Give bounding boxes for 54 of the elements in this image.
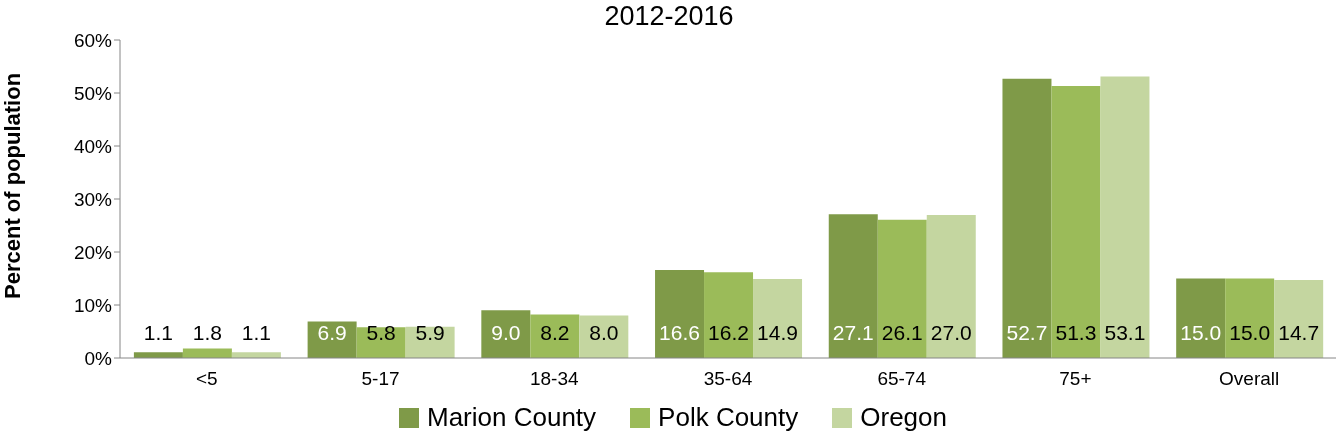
data-label: 9.0: [491, 321, 521, 344]
bar: [1176, 278, 1226, 358]
y-tick-label: 20%: [73, 241, 113, 263]
bar: [1002, 78, 1052, 358]
legend-label: Marion County: [427, 402, 597, 433]
y-tick-label: 60%: [73, 29, 113, 51]
data-label: 8.0: [589, 321, 619, 344]
x-tick-label: <5: [196, 368, 218, 390]
data-label: 53.1: [1104, 321, 1146, 344]
bar: [1100, 76, 1150, 358]
x-tick-label: 5-17: [361, 368, 400, 390]
x-tick-label: 35-64: [703, 368, 753, 390]
y-tick-label: 50%: [73, 82, 113, 104]
x-tick-label: 18-34: [529, 368, 580, 390]
data-label: 52.7: [1006, 321, 1048, 344]
bar: [926, 214, 976, 358]
data-label: 14.7: [1278, 321, 1320, 344]
chart-title: 2012-2016: [604, 1, 734, 31]
data-label: 5.9: [415, 321, 445, 344]
x-tick-label: 75+: [1059, 368, 1092, 390]
y-tick-label: 0%: [84, 347, 113, 369]
y-tick-label: 40%: [73, 135, 113, 157]
y-tick-label: 10%: [73, 294, 113, 316]
data-label: 15.0: [1229, 321, 1271, 344]
y-axis-title: Percent of population: [0, 72, 25, 299]
legend-label: Polk County: [658, 402, 799, 433]
data-label: 6.9: [317, 321, 347, 344]
data-label: 16.2: [708, 321, 749, 344]
data-label: 1.8: [192, 321, 222, 344]
bar: [481, 310, 531, 358]
data-label: 1.1: [241, 321, 271, 344]
y-tick-label: 30%: [73, 188, 113, 210]
bar: [877, 219, 927, 358]
data-label: 1.1: [143, 321, 173, 344]
x-tick-label: 65-74: [877, 368, 927, 390]
data-label: 27.0: [930, 321, 972, 344]
data-label: 16.6: [659, 321, 700, 344]
bar: [753, 279, 803, 358]
legend-label: Oregon: [860, 402, 947, 433]
bar: [1051, 86, 1101, 358]
x-tick-label: Overall: [1219, 368, 1280, 390]
bar: [1274, 280, 1324, 358]
data-label: 8.2: [540, 321, 570, 344]
data-label: 5.8: [366, 321, 396, 344]
data-label: 15.0: [1180, 321, 1222, 344]
bar: [1225, 278, 1275, 358]
data-label: 51.3: [1055, 321, 1097, 344]
data-label: 27.1: [832, 321, 874, 344]
bar: [828, 214, 878, 358]
data-label: 26.1: [881, 321, 923, 344]
bar: [182, 348, 232, 358]
data-label: 14.9: [757, 321, 798, 344]
bar: [655, 270, 705, 358]
bar: [704, 272, 754, 358]
